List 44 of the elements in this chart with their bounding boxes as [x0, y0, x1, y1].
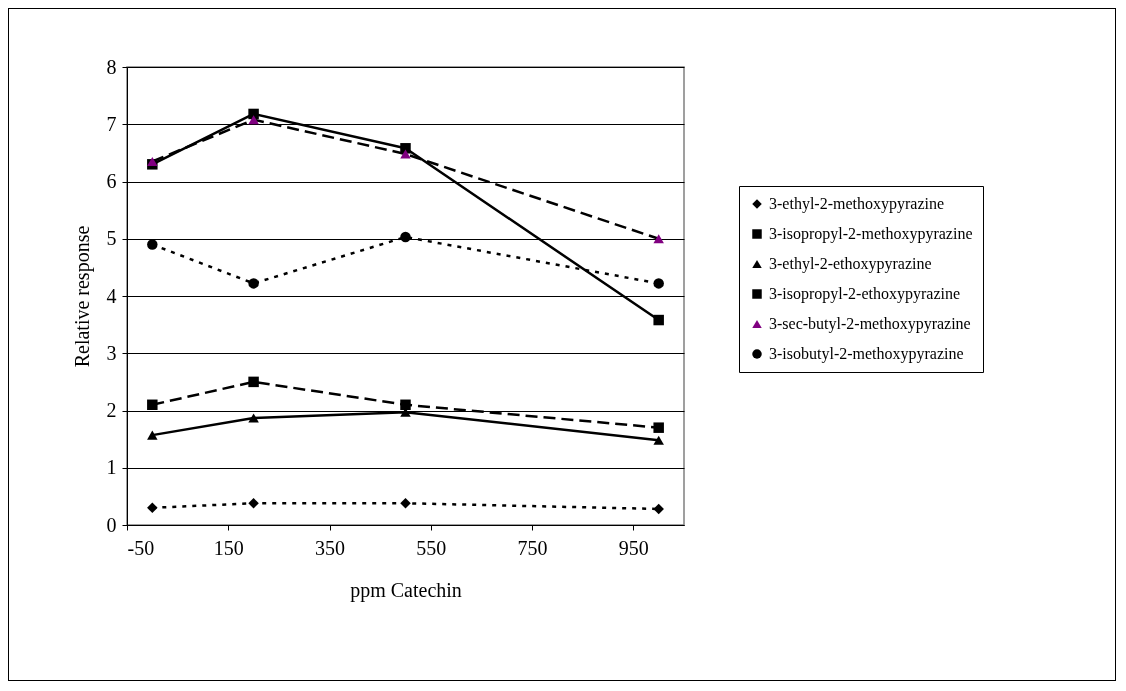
- y-tick-label: 8: [106, 55, 117, 78]
- legend-label: 3-isobutyl-2-methoxypyrazine: [769, 345, 964, 363]
- point: [653, 435, 664, 445]
- y-tick-label: 2: [106, 399, 117, 421]
- point: [400, 498, 411, 509]
- point: [400, 149, 411, 159]
- point: [653, 503, 664, 515]
- x-tick-label: -50: [127, 536, 155, 559]
- legend-label: 3-ethyl-2-ethoxypyrazine: [769, 255, 932, 273]
- legend-label: 3-sec-butyl-2-methoxypyrazine: [769, 315, 971, 333]
- point: [147, 239, 158, 250]
- y-tick-label: 6: [106, 170, 117, 192]
- point: [248, 376, 259, 388]
- point: [248, 498, 259, 509]
- y-tick-label: 0: [106, 513, 117, 536]
- point: [653, 278, 664, 289]
- legend-label: 3-isopropyl-2-methoxypyrazine: [769, 225, 973, 243]
- point: [147, 430, 158, 440]
- y-axis-title: Relative response: [70, 225, 94, 368]
- x-tick-label: 150: [213, 536, 244, 559]
- y-tick-label: 7: [106, 112, 117, 135]
- x-tick-label: 750: [517, 536, 548, 559]
- point: [147, 502, 158, 514]
- x-tick-label: 350: [315, 536, 346, 559]
- point: [147, 399, 158, 411]
- y-tick-label: 5: [106, 227, 117, 250]
- point: [400, 399, 411, 411]
- x-tick-label: 550: [416, 536, 447, 559]
- point: [248, 413, 259, 423]
- point: [400, 231, 411, 243]
- x-axis-title: ppm Catechin: [350, 578, 462, 602]
- legend-label: 3-ethyl-2-methoxypyrazine: [769, 195, 945, 213]
- point: [147, 156, 158, 166]
- point: [248, 278, 259, 289]
- point: [653, 422, 664, 433]
- y-tick-label: 4: [106, 284, 117, 307]
- y-tick-label: 1: [106, 456, 117, 479]
- legend-label: 3-isopropyl-2-ethoxypyrazine: [769, 285, 961, 303]
- point: [653, 234, 664, 244]
- point: [653, 314, 664, 326]
- y-tick-label: 3: [106, 341, 117, 364]
- x-tick-label: 950: [618, 536, 649, 559]
- point: [248, 115, 259, 125]
- point: [248, 108, 259, 120]
